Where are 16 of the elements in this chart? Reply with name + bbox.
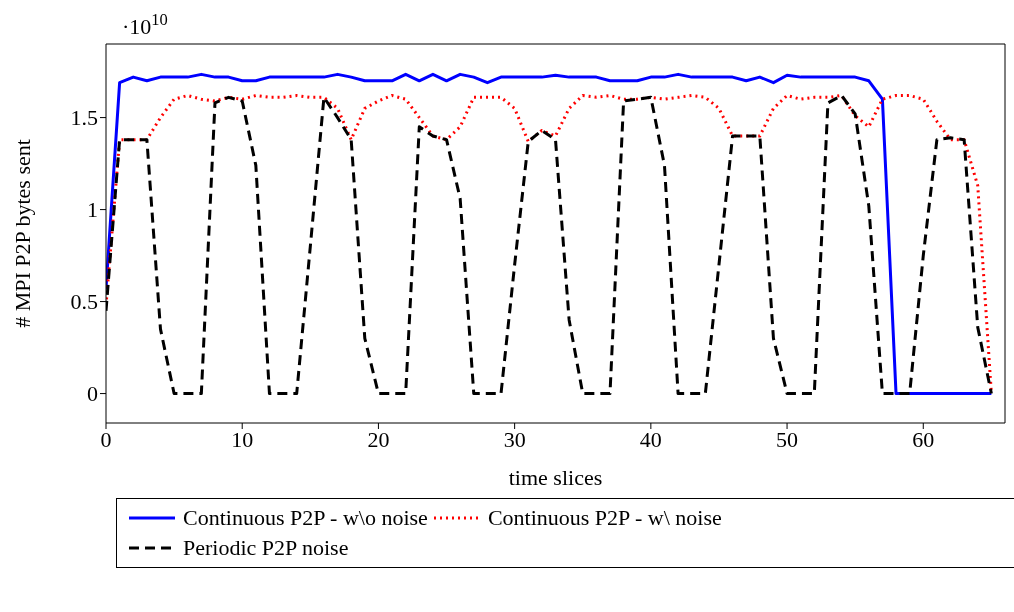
text: ·10$^{10}$ — [122, 9, 168, 39]
y-tick-label: 1 — [87, 197, 98, 223]
x-tick-label: 60 — [912, 426, 935, 452]
x-tick-label: 30 — [503, 426, 526, 452]
legend-label: Periodic P2P noise — [183, 535, 349, 561]
x-tick-label: 40 — [639, 426, 662, 452]
x-tick-label: 10 — [231, 426, 254, 452]
x-axis-title: time slices — [508, 465, 603, 490]
y-tick-label: 0.5 — [70, 289, 98, 315]
legend-label: Continuous P2P - w\ noise — [487, 505, 722, 531]
x-tick-label: 50 — [776, 426, 799, 452]
y-axis-title: # MPI P2P bytes sent — [9, 139, 35, 328]
y-tick-label: 1.5 — [70, 105, 98, 131]
x-tick-label: 20 — [367, 426, 390, 452]
y-tick-label: 0 — [87, 381, 98, 407]
legend-label: Continuous P2P - w\o noise — [183, 505, 428, 531]
